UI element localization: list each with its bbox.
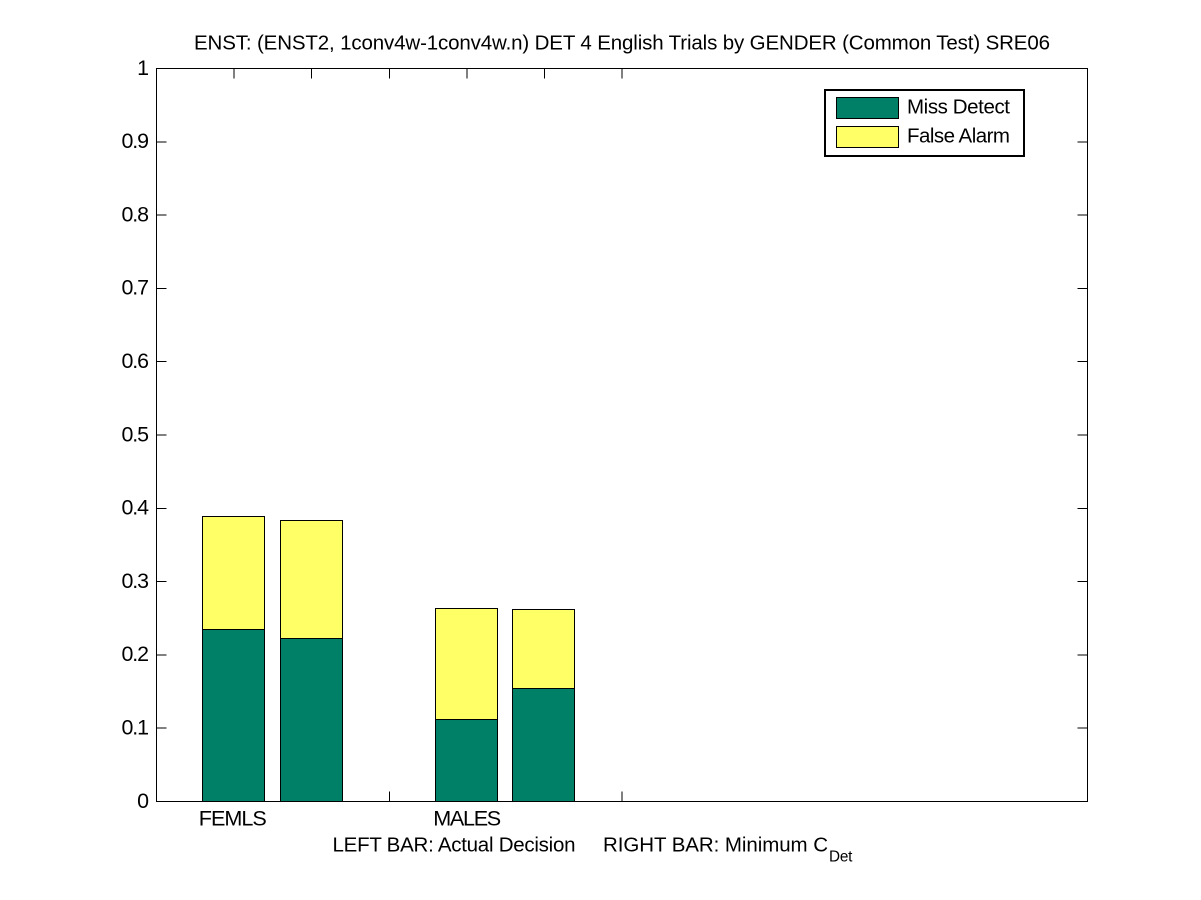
svg-text:MALES: MALES <box>433 806 501 831</box>
svg-text:FEMLS: FEMLS <box>199 806 267 831</box>
svg-text:RIGHT BAR: Minimum C: RIGHT BAR: Minimum C <box>603 834 828 857</box>
svg-text:0.1: 0.1 <box>122 716 150 740</box>
svg-text:False Alarm: False Alarm <box>907 125 1010 148</box>
svg-text:ENST: (ENST2, 1conv4w-1conv4w.: ENST: (ENST2, 1conv4w-1conv4w.n) DET 4 E… <box>194 32 1050 55</box>
svg-text:0: 0 <box>137 789 149 813</box>
svg-text:0.8: 0.8 <box>122 202 150 226</box>
svg-text:0.5: 0.5 <box>122 422 150 446</box>
svg-text:1: 1 <box>137 56 149 80</box>
svg-text:0.6: 0.6 <box>122 349 150 373</box>
svg-text:0.4: 0.4 <box>122 496 150 520</box>
svg-text:0.2: 0.2 <box>122 642 150 666</box>
svg-text:Miss Detect: Miss Detect <box>907 96 1010 119</box>
svg-text:0.7: 0.7 <box>122 276 150 300</box>
svg-text:Det: Det <box>829 848 853 865</box>
svg-text:0.9: 0.9 <box>122 129 150 153</box>
svg-text:0.3: 0.3 <box>122 569 150 593</box>
svg-text:LEFT BAR: Actual Decision: LEFT BAR: Actual Decision <box>333 834 576 857</box>
